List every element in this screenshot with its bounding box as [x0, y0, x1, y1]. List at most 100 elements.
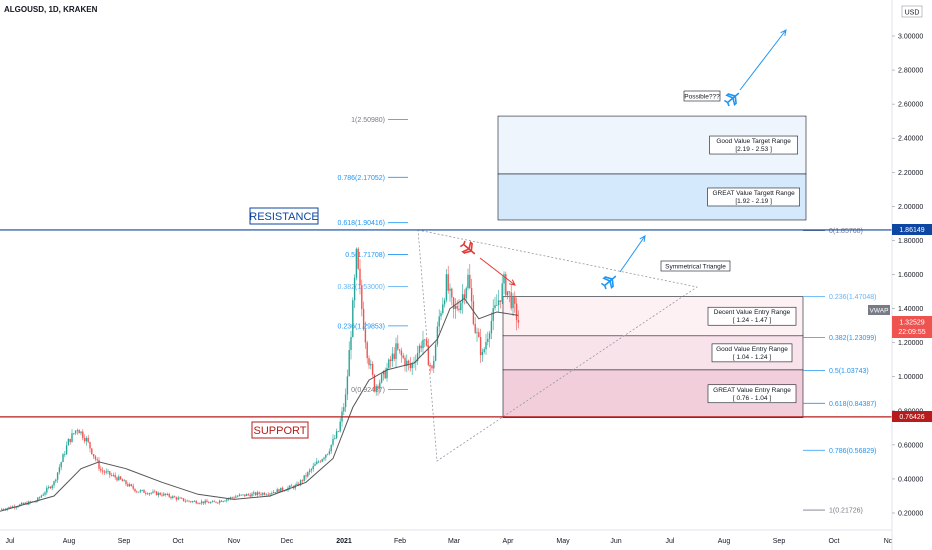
vwap-line [0, 297, 519, 512]
currency-badge[interactable] [901, 5, 923, 18]
y-tick-label: 0.60000 [898, 442, 923, 449]
candle-body [118, 476, 120, 481]
candle-body [479, 337, 482, 356]
candle-body [197, 503, 199, 505]
candle-body [136, 491, 138, 493]
candle-body [359, 268, 361, 286]
y-tick-label: 2.20000 [898, 170, 923, 177]
x-tick-label: Jun [610, 538, 621, 545]
candle-body [325, 454, 327, 458]
zone-label-box [707, 306, 797, 326]
candle-body [82, 431, 84, 439]
candle-body [24, 502, 26, 504]
candle-body [109, 471, 111, 475]
candle-body [384, 370, 386, 379]
candle-body [317, 461, 320, 463]
triangle-label-box [660, 260, 731, 272]
candle-body [271, 493, 273, 494]
candle-body [307, 472, 309, 477]
candle-body [276, 489, 278, 493]
candle-body [409, 363, 412, 369]
zone-label-box [707, 187, 800, 207]
candle-body [164, 493, 167, 495]
candle-body [186, 500, 188, 502]
x-tick-label: Aug [63, 538, 76, 545]
symmetrical-triangle [417, 229, 699, 462]
current-price: 1.32529 [899, 320, 924, 327]
fib-upper-label: 0(0.92437) [351, 387, 385, 394]
candle-body [190, 501, 192, 503]
candle-body [303, 475, 305, 481]
candle-body [424, 339, 426, 341]
candle-body [42, 494, 44, 496]
fib-upper-label: 0.786(2.17052) [338, 175, 385, 182]
candle-body [312, 465, 314, 470]
candle-body [476, 332, 478, 334]
candle-body [368, 358, 370, 366]
candle-body [427, 345, 430, 366]
candle-body [492, 308, 494, 321]
possible-arrow [739, 29, 787, 91]
candle-body [335, 431, 338, 439]
candle-body [253, 492, 255, 494]
x-tick-label: May [556, 538, 570, 545]
candle-body [184, 500, 187, 502]
candle-body [415, 361, 417, 363]
candle-body [326, 453, 329, 455]
current-price-tag [892, 316, 932, 338]
candle-body [191, 501, 194, 503]
candle-body [173, 496, 176, 498]
candle-body [67, 438, 70, 446]
candle-body [15, 507, 17, 508]
candle-body [121, 479, 124, 482]
candle-body [361, 285, 363, 310]
zone-label-line1: Good Value Target Range [716, 138, 791, 145]
candle-body [422, 339, 424, 349]
candle-body [17, 506, 19, 508]
candle-body [217, 502, 219, 504]
candle-body [92, 454, 95, 457]
candle-body [308, 470, 311, 473]
resistance-label: RESISTANCE [249, 211, 318, 223]
red-arrow-head [509, 279, 516, 286]
candle-body [159, 492, 161, 495]
candle-body [375, 386, 377, 392]
candle-body [209, 502, 212, 504]
candle-body [478, 332, 480, 338]
x-tick-label: Oct [173, 538, 184, 545]
y-tick-label: 0.20000 [898, 511, 923, 518]
candle-body [348, 349, 350, 377]
y-tick-label: 1.60000 [898, 272, 923, 279]
candle-body [274, 492, 277, 493]
candle-body [49, 486, 52, 489]
candle-body [146, 493, 149, 495]
candle-body [460, 302, 462, 311]
fib-lower-label: 0.382(1.23099) [829, 335, 876, 342]
candle-body [199, 503, 201, 505]
zone-label-line2: [1.92 - 2.19 ] [735, 198, 772, 205]
candle-body [107, 471, 109, 473]
candle-body [172, 496, 174, 499]
x-tick-label: Apr [503, 538, 515, 545]
candle-body [272, 492, 275, 494]
candle-body [181, 497, 183, 499]
vwap-tag-label: VWAP [870, 308, 889, 315]
candle-body [242, 494, 244, 496]
fib-upper-label: 0.618(1.90416) [338, 220, 385, 227]
candle-body [463, 294, 466, 299]
candle-body [380, 374, 383, 383]
candle-body [258, 492, 260, 495]
fib-lower-label: 0.786(0.56829) [829, 448, 876, 455]
candle-body [161, 494, 163, 496]
zone-label-box [711, 343, 793, 363]
candle-body [505, 274, 507, 296]
candle-body [143, 489, 145, 493]
candle-body [244, 494, 246, 497]
candle-body [483, 349, 485, 352]
candle-body [434, 344, 437, 361]
candle-body [110, 474, 113, 476]
candle-body [398, 349, 401, 351]
candle-body [37, 497, 39, 502]
candle-body [323, 457, 325, 460]
